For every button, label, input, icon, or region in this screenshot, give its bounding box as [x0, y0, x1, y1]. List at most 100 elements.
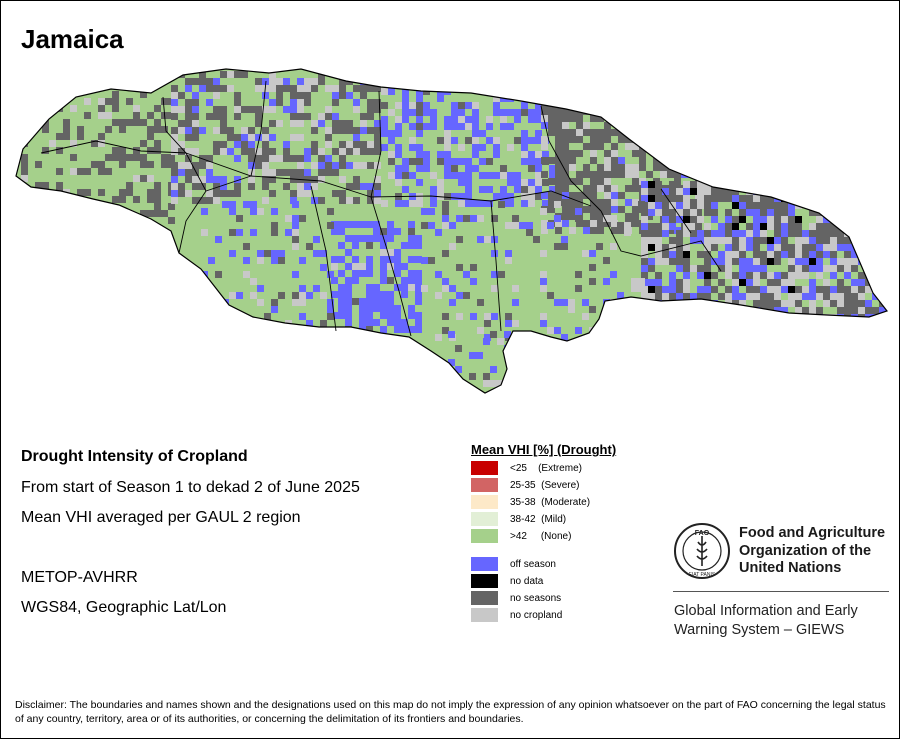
map-pixel [535, 109, 542, 116]
map-pixel [229, 229, 236, 236]
map-pixel [632, 150, 639, 157]
map-pixel [442, 250, 449, 257]
map-pixel [380, 242, 387, 249]
map-pixel [185, 176, 192, 183]
map-pixel [42, 203, 49, 210]
map-pixel [697, 216, 704, 223]
map-pixel [367, 127, 374, 134]
map-pixel [255, 134, 262, 141]
map-pixel [879, 237, 886, 244]
map-pixel [98, 112, 105, 119]
map-pixel [760, 216, 767, 223]
map-pixel [430, 123, 437, 130]
map-pixel [234, 141, 241, 148]
map-pixel [171, 134, 178, 141]
map-pixel [548, 178, 555, 185]
map-pixel [528, 81, 535, 88]
map-pixel [161, 126, 168, 133]
map-pixel [711, 230, 718, 237]
legend-item: 35-38 (Moderate) [471, 495, 590, 509]
map-pixel [697, 307, 704, 314]
map-pixel [311, 183, 318, 190]
map-pixel [449, 222, 456, 229]
map-pixel [345, 277, 352, 284]
map-pixel [276, 169, 283, 176]
map-pixel [809, 230, 816, 237]
map-pixel [795, 293, 802, 300]
map-pixel [208, 257, 215, 264]
map-pixel [725, 237, 732, 244]
map-pixel [448, 394, 455, 401]
map-pixel [732, 195, 739, 202]
map-pixel [339, 85, 346, 92]
map-pixel [569, 157, 576, 164]
map-pixel [483, 373, 490, 380]
map-pixel [561, 299, 568, 306]
map-pixel [851, 293, 858, 300]
map-pixel [353, 162, 360, 169]
map-pixel [576, 150, 583, 157]
map-pixel [479, 172, 486, 179]
map-pixel [844, 244, 851, 251]
map-pixel [688, 101, 695, 108]
map-pixel [879, 181, 886, 188]
map-pixel [465, 81, 472, 88]
legend-label: 35-38 (Moderate) [510, 496, 591, 508]
map-pixel [611, 164, 618, 171]
map-pixel [641, 244, 648, 251]
map-pixel [394, 326, 401, 333]
map-pixel [667, 150, 674, 157]
map-pixel [753, 202, 760, 209]
map-pixel [192, 169, 199, 176]
map-pixel [597, 171, 604, 178]
map-pixel [569, 178, 576, 185]
map-pixel [767, 300, 774, 307]
map-pixel [844, 286, 851, 293]
map-pixel [732, 181, 739, 188]
map-pixel [423, 165, 430, 172]
map-pixel [346, 141, 353, 148]
map-pixel [823, 209, 830, 216]
map-pixel [823, 251, 830, 258]
map-pixel [653, 136, 660, 143]
map-pixel [809, 223, 816, 230]
map-pixel [610, 243, 617, 250]
jamaica-map: Jamaica [15, 24, 888, 401]
map-pixel [490, 394, 497, 401]
map-pixel [655, 279, 662, 286]
map-pixel [858, 195, 865, 202]
map-pixel [484, 236, 491, 243]
map-pixel [147, 175, 154, 182]
map-pixel [569, 150, 576, 157]
map-pixel [227, 148, 234, 155]
map-pixel [465, 172, 472, 179]
map-pixel [655, 244, 662, 251]
map-pixel [206, 190, 213, 197]
map-pixel [674, 108, 681, 115]
map-pixel [388, 88, 395, 95]
map-pixel [683, 258, 690, 265]
map-pixel [42, 126, 49, 133]
map-pixel [697, 265, 704, 272]
map-pixel [641, 258, 648, 265]
map-pixel [625, 129, 632, 136]
legend-label: no seasons [510, 592, 562, 604]
map-pixel [611, 206, 618, 213]
legend-title: Mean VHI [%] (Drought) [471, 442, 617, 457]
map-pixel [774, 279, 781, 286]
map-pixel [70, 224, 77, 231]
map-pixel [56, 210, 63, 217]
map-pixel [695, 108, 702, 115]
map-pixel [243, 201, 250, 208]
map-pixel [688, 143, 695, 150]
map-pixel [695, 122, 702, 129]
map-pixel [739, 244, 746, 251]
map-pixel [540, 320, 547, 327]
map-pixel [561, 236, 568, 243]
map-pixel [648, 244, 655, 251]
map-pixel [345, 319, 352, 326]
map-pixel [732, 293, 739, 300]
map-pixel [697, 181, 704, 188]
map-pixel [521, 102, 528, 109]
map-pixel [178, 148, 185, 155]
